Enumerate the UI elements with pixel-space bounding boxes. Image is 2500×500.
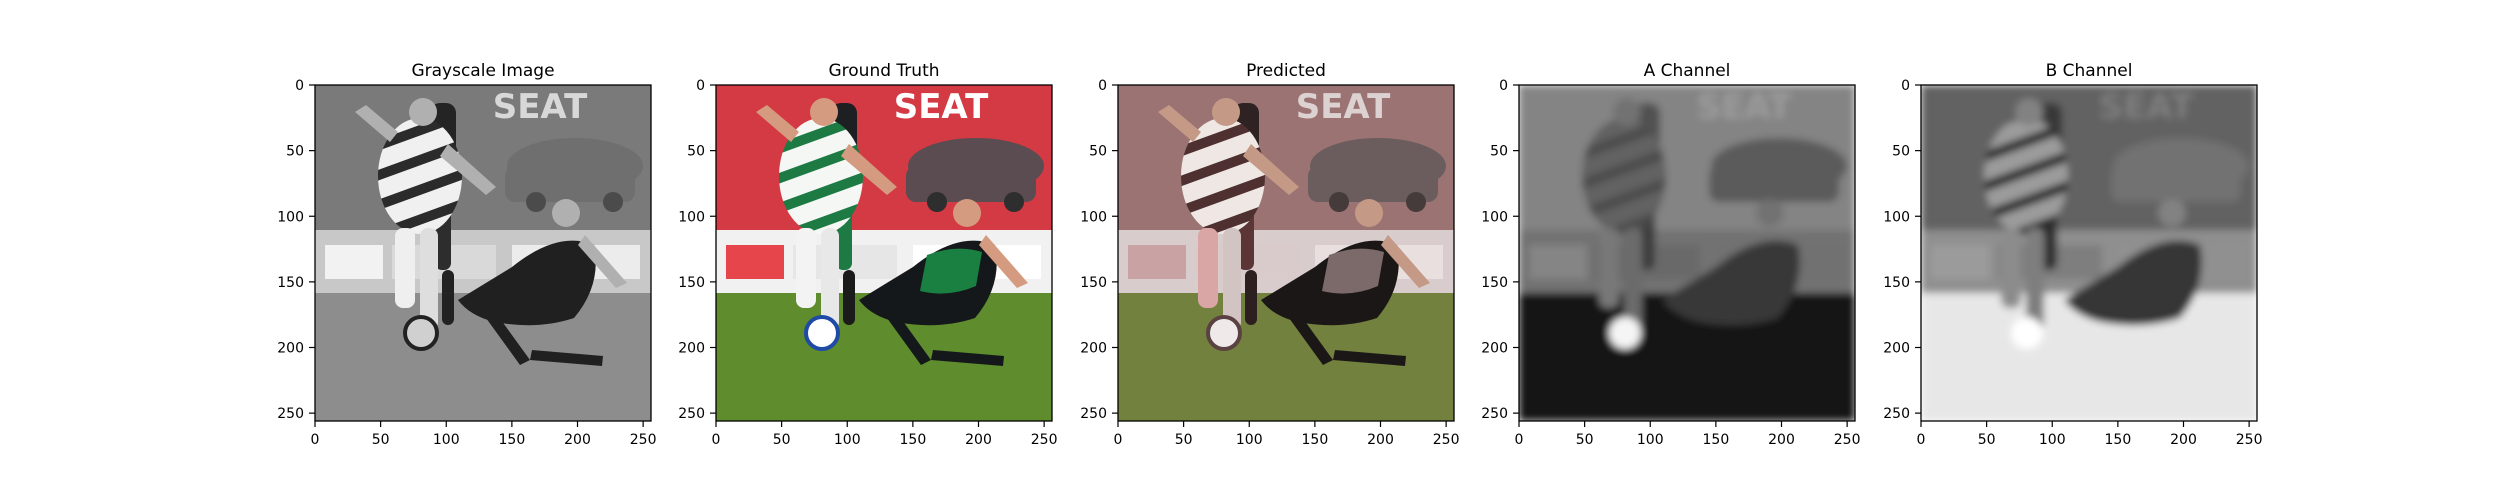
y-tick-label: 250 xyxy=(678,406,705,422)
x-axis: 0 50 100 150 200 250 xyxy=(1114,421,1460,448)
predicted-image: SEAT xyxy=(1118,85,1454,421)
y-tick-label: 150 xyxy=(1481,275,1508,291)
y-tick-label: 50 xyxy=(1089,144,1107,160)
x-axis: 0 50 100 150 200 250 xyxy=(1515,421,1861,448)
x-tick-label: 250 xyxy=(1834,432,1861,448)
x-tick-label: 250 xyxy=(2236,432,2263,448)
x-tick-label: 250 xyxy=(1031,432,1058,448)
y-tick-label: 0 xyxy=(295,78,304,94)
x-axis: 0 50 100 150 200 250 xyxy=(712,421,1058,448)
y-tick-label: 100 xyxy=(1883,209,1910,225)
y-tick-label: 0 xyxy=(1901,78,1910,94)
ground-truth-image: SEAT xyxy=(716,85,1052,421)
x-tick-label: 100 xyxy=(1637,432,1664,448)
x-tick-label: 100 xyxy=(1236,432,1263,448)
x-tick-label: 100 xyxy=(834,432,861,448)
x-tick-label: 150 xyxy=(1302,432,1329,448)
x-tick-label: 150 xyxy=(2105,432,2132,448)
panel-title: A Channel xyxy=(1644,61,1731,81)
panel-predicted: Predicted SEAT xyxy=(1080,61,1459,448)
x-tick-label: 150 xyxy=(900,432,927,448)
y-tick-label: 200 xyxy=(277,341,304,357)
axes-frame xyxy=(715,84,1053,422)
x-tick-label: 0 xyxy=(1114,432,1123,448)
y-tick-label: 250 xyxy=(1080,406,1107,422)
axes-frame xyxy=(314,84,652,422)
panel-a-channel: A Channel SEAT xyxy=(1481,61,1860,448)
x-tick-label: 50 xyxy=(773,432,791,448)
y-tick-label: 50 xyxy=(1490,144,1508,160)
x-tick-label: 50 xyxy=(1175,432,1193,448)
x-tick-label: 200 xyxy=(1768,432,1795,448)
x-tick-label: 250 xyxy=(1433,432,1460,448)
y-tick-label: 200 xyxy=(1481,341,1508,357)
x-tick-label: 100 xyxy=(2039,432,2066,448)
x-tick-label: 100 xyxy=(433,432,460,448)
scene-text-seat: SEAT xyxy=(894,87,989,127)
y-tick-label: 50 xyxy=(1892,144,1910,160)
y-tick-label: 0 xyxy=(696,78,705,94)
axes-frame xyxy=(1117,84,1455,422)
y-axis: 0 50 100 150 200 250 xyxy=(1481,78,1519,422)
y-tick-label: 0 xyxy=(1098,78,1107,94)
x-tick-label: 200 xyxy=(564,432,591,448)
x-tick-label: 50 xyxy=(1978,432,1996,448)
y-tick-label: 100 xyxy=(1481,209,1508,225)
axes-frame xyxy=(1518,84,1856,422)
y-tick-label: 200 xyxy=(1080,341,1107,357)
x-tick-label: 0 xyxy=(1917,432,1926,448)
y-axis: 0 50 100 150 200 250 xyxy=(277,78,315,422)
y-tick-label: 250 xyxy=(277,406,304,422)
panel-ground-truth: Ground Truth SEAT xyxy=(678,61,1057,448)
scene-text-seat: SEAT xyxy=(1697,87,1792,127)
scene-text-seat: SEAT xyxy=(493,87,588,127)
y-axis: 0 50 100 150 200 250 xyxy=(678,78,716,422)
y-tick-label: 100 xyxy=(678,209,705,225)
y-tick-label: 250 xyxy=(1883,406,1910,422)
x-tick-label: 250 xyxy=(630,432,657,448)
y-tick-label: 50 xyxy=(687,144,705,160)
x-tick-label: 0 xyxy=(1515,432,1524,448)
panel-title: Predicted xyxy=(1246,61,1326,81)
x-tick-label: 150 xyxy=(1703,432,1730,448)
x-tick-label: 200 xyxy=(2170,432,2197,448)
y-tick-label: 150 xyxy=(1883,275,1910,291)
y-tick-label: 250 xyxy=(1481,406,1508,422)
axes-frame xyxy=(1920,84,2258,422)
scene-text-seat: SEAT xyxy=(2099,87,2194,127)
y-tick-label: 200 xyxy=(678,341,705,357)
b-channel-image: SEAT xyxy=(1921,85,2257,421)
panel-title: B Channel xyxy=(2046,61,2133,81)
panel-title: Grayscale Image xyxy=(411,61,554,81)
y-tick-label: 100 xyxy=(277,209,304,225)
panel-grayscale-image: Grayscale Image SEAT xyxy=(277,61,656,448)
y-tick-label: 150 xyxy=(678,275,705,291)
panel-title: Ground Truth xyxy=(828,61,939,81)
y-tick-label: 150 xyxy=(277,275,304,291)
scene-text-seat: SEAT xyxy=(1296,87,1391,127)
a-channel-image: SEAT xyxy=(1519,85,1855,421)
x-tick-label: 0 xyxy=(712,432,721,448)
y-tick-label: 200 xyxy=(1883,341,1910,357)
y-tick-label: 150 xyxy=(1080,275,1107,291)
x-tick-label: 150 xyxy=(499,432,526,448)
y-tick-label: 100 xyxy=(1080,209,1107,225)
x-axis: 0 50 100 150 200 250 xyxy=(311,421,657,448)
y-tick-label: 0 xyxy=(1499,78,1508,94)
x-tick-label: 200 xyxy=(965,432,992,448)
y-axis: 0 50 100 150 200 250 xyxy=(1080,78,1118,422)
grayscale-image: SEAT xyxy=(315,85,651,421)
x-tick-label: 50 xyxy=(1576,432,1594,448)
x-tick-label: 200 xyxy=(1367,432,1394,448)
y-axis: 0 50 100 150 200 250 xyxy=(1883,78,1921,422)
panel-b-channel: B Channel SEAT xyxy=(1883,61,2262,448)
x-axis: 0 50 100 150 200 250 xyxy=(1917,421,2263,448)
y-tick-label: 50 xyxy=(286,144,304,160)
x-tick-label: 50 xyxy=(372,432,390,448)
x-tick-label: 0 xyxy=(311,432,320,448)
